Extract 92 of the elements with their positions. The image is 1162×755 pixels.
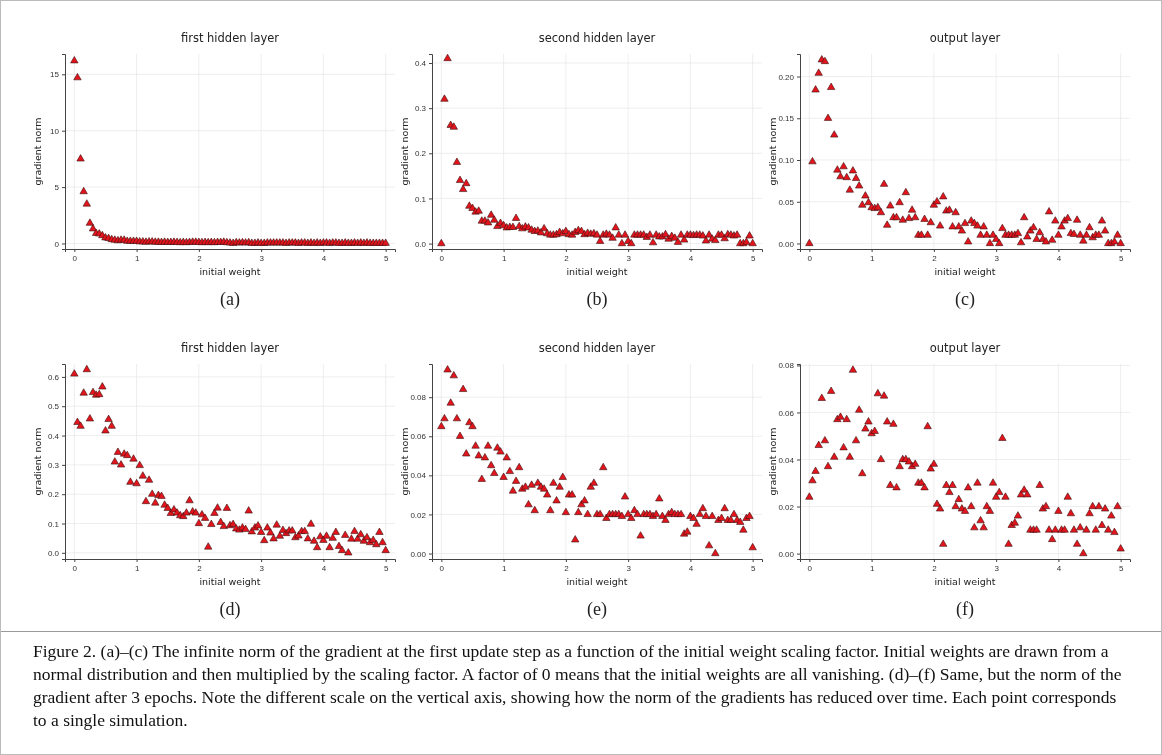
y-tick-label: 15 <box>50 70 60 80</box>
y-tick-label: 0.00 <box>778 239 795 249</box>
y-axis-title: gradient norm <box>399 427 410 496</box>
x-tick-label: 5 <box>383 253 389 263</box>
y-tick-label: 0.6 <box>47 372 60 382</box>
x-tick-label: 2 <box>197 563 203 573</box>
x-axis-title: initial weight <box>934 576 996 587</box>
x-tick-label: 4 <box>688 253 694 263</box>
x-tick-label: 1 <box>134 563 140 573</box>
text: (a) <box>220 289 240 310</box>
y-tick-label: 0.08 <box>410 393 427 403</box>
x-tick-label: 1 <box>869 253 875 263</box>
x-tick-label: 4 <box>321 253 327 263</box>
x-tick-label: 0 <box>72 563 78 573</box>
y-tick-label: 0.05 <box>778 197 795 207</box>
caption: Figure 2. (a)–(c) The infinite norm of the gradient at the first update step as a function of the initial weight scaling factor. Initial weights are drawn from a normal distribution and then multiplied by the scaling factor. A factor of 0 means that the initial weights are all vanishing. (d)–(f) Same, but the norm of the gradient after 3 epochs. Note the different scale on the vertical axis, showing how the norm of the gradients has reduced over time. Each point corresponds to a single simulation. <box>33 640 1123 732</box>
x-axis-title: initial weight <box>566 266 628 277</box>
y-axis-title: gradient norm <box>32 427 43 496</box>
y-tick-label: 0.00 <box>410 549 427 559</box>
y-axis-title: gradient norm <box>767 427 778 496</box>
x-tick-label: 1 <box>501 253 507 263</box>
y-tick-label: 0.04 <box>410 471 427 481</box>
text: (f) <box>956 599 974 620</box>
x-axis-title: initial weight <box>199 266 261 277</box>
y-tick-label: 0.04 <box>778 455 795 465</box>
chart-title: first hidden layer <box>180 341 280 355</box>
text: (c) <box>955 289 975 310</box>
chart-title: second hidden layer <box>538 31 656 45</box>
y-tick-label: 0.1 <box>47 519 60 529</box>
x-tick-label: 3 <box>626 253 632 263</box>
x-tick-label: 0 <box>439 253 445 263</box>
y-axis-title: gradient norm <box>767 117 778 186</box>
x-tick-label: 5 <box>1118 253 1124 263</box>
y-tick-label: 0.02 <box>778 502 795 512</box>
x-tick-label: 0 <box>72 253 78 263</box>
y-tick-label: 0.15 <box>778 114 795 124</box>
x-tick-label: 0 <box>807 253 813 263</box>
x-tick-label: 0 <box>807 563 813 573</box>
x-tick-label: 4 <box>688 563 694 573</box>
y-tick-label: 0.00 <box>778 549 795 559</box>
y-tick-label: 0.10 <box>778 156 795 166</box>
x-axis-title: initial weight <box>934 266 996 277</box>
x-tick-label: 4 <box>1056 563 1062 573</box>
x-tick-label: 5 <box>750 563 756 573</box>
x-tick-label: 0 <box>439 563 445 573</box>
x-tick-label: 2 <box>564 253 570 263</box>
y-tick-label: 0 <box>54 239 60 249</box>
x-axis-title: initial weight <box>199 576 261 587</box>
chart-title: second hidden layer <box>538 341 656 355</box>
x-tick-label: 2 <box>932 563 938 573</box>
x-tick-label: 1 <box>869 563 875 573</box>
x-tick-label: 2 <box>197 253 203 263</box>
y-tick-label: 0.06 <box>410 432 427 442</box>
x-tick-label: 5 <box>750 253 756 263</box>
y-tick-label: 0.3 <box>47 460 60 470</box>
chart-title: output layer <box>929 31 1001 45</box>
text: (d) <box>219 599 241 620</box>
y-axis-title: gradient norm <box>399 117 410 186</box>
y-tick-label: 0.2 <box>414 149 427 159</box>
x-tick-label: 3 <box>259 253 265 263</box>
x-tick-label: 4 <box>1056 253 1062 263</box>
x-axis-title: initial weight <box>566 576 628 587</box>
y-tick-label: 0.5 <box>47 402 60 412</box>
text: (e) <box>587 599 607 620</box>
y-tick-label: 0.02 <box>410 510 427 520</box>
x-tick-label: 3 <box>259 563 265 573</box>
chart-title: output layer <box>929 341 1001 355</box>
x-tick-label: 4 <box>321 563 327 573</box>
x-tick-label: 2 <box>932 253 938 263</box>
y-tick-label: 0.4 <box>47 431 60 441</box>
y-tick-label: 0.06 <box>778 408 795 418</box>
text: (b) <box>586 289 608 310</box>
x-tick-label: 2 <box>564 563 570 573</box>
x-tick-label: 3 <box>626 563 632 573</box>
y-tick-label: 0.0 <box>414 239 427 249</box>
x-tick-label: 1 <box>501 563 507 573</box>
x-tick-label: 3 <box>994 563 1000 573</box>
x-tick-label: 5 <box>383 563 389 573</box>
x-tick-label: 1 <box>134 253 140 263</box>
y-tick-label: 0.3 <box>414 104 427 114</box>
x-tick-label: 3 <box>994 253 1000 263</box>
x-tick-label: 5 <box>1118 563 1124 573</box>
y-tick-label: 0.0 <box>47 548 60 558</box>
y-tick-label: 0.20 <box>778 72 795 82</box>
y-tick-label: 0.2 <box>47 490 60 500</box>
y-tick-label: 5 <box>54 183 60 193</box>
y-tick-label: 0.08 <box>778 361 795 371</box>
y-tick-label: 10 <box>50 126 60 136</box>
y-tick-label: 0.4 <box>414 59 427 69</box>
y-tick-label: 0.1 <box>414 194 427 204</box>
y-axis-title: gradient norm <box>32 117 43 186</box>
chart-title: first hidden layer <box>180 31 280 45</box>
